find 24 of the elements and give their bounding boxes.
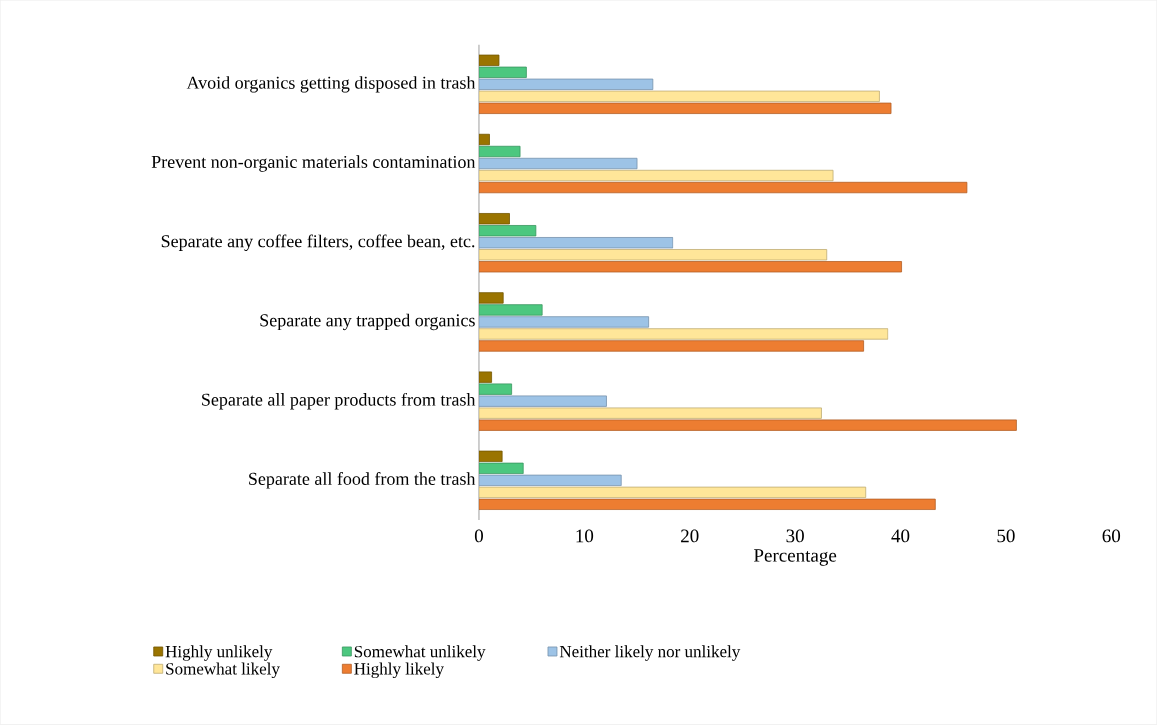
legend-label: Highly likely [354,662,444,679]
y-tick-label: Separate all food from the trash [249,472,476,489]
x-tick-label: 50 [997,529,1015,543]
x-tick-label: 20 [681,529,699,543]
x-tick-label: 10 [576,529,594,543]
legend-label: Neither likely nor unlikely [559,645,741,661]
x-tick-label: 60 [1102,529,1121,543]
legend-label: Somewhat likely [166,662,280,679]
y-tick-label: Prevent non-organic materials contamination [151,155,476,172]
bar [478,292,504,304]
y-tick-label: Separate any trapped organics [260,313,475,331]
bar [478,328,889,340]
bar [478,340,865,352]
y-tick-label: Separate all paper products from trash [202,393,476,410]
bar [478,316,650,328]
x-tick-label: 0 [474,529,483,543]
y-tick-label: Avoid organics getting disposed in trash [186,76,476,93]
x-tick-label: 40 [891,529,910,543]
legend-label: Highly unlikely [165,645,273,661]
bar [478,304,543,316]
y-tick-label: Separate any coffee filters, coffee bean, etc. [161,234,475,252]
legend-label: Somewhat unlikely [354,645,486,661]
x-axis-title: Percentage [753,549,837,566]
x-tick-label: 30 [786,529,804,543]
